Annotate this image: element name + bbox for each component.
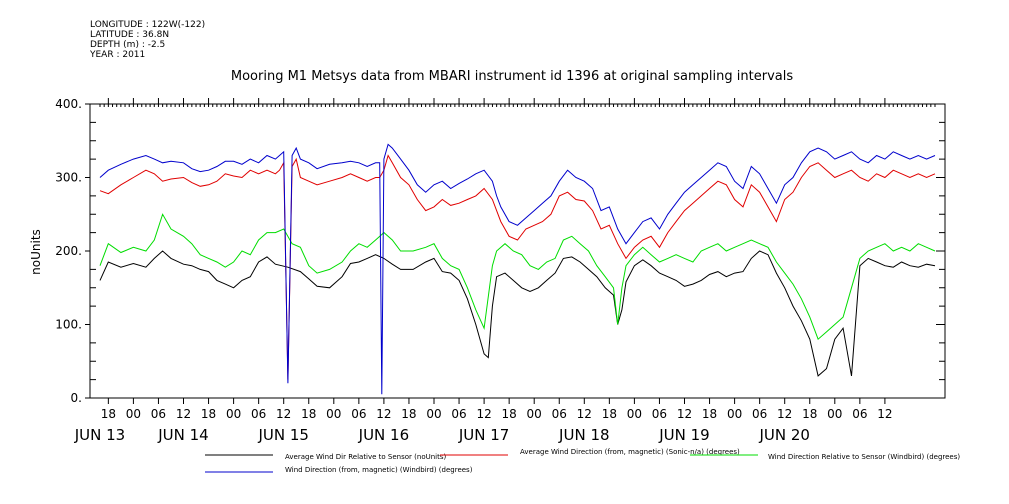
series-line [99, 154, 936, 380]
latitude-text: LATITUDE : 36.8N [90, 30, 170, 40]
x-tick-label: 06 [251, 407, 266, 421]
x-tick-label: 00 [527, 407, 542, 421]
x-tick-label: 06 [652, 407, 667, 421]
y-tick-label: 200. [55, 244, 82, 258]
x-tick-label: 12 [777, 407, 792, 421]
y-tick-label: 400. [55, 97, 82, 111]
x-date-label: JUN 13 [74, 426, 125, 444]
x-tick-label: 06 [852, 407, 867, 421]
legend-label: Wind Direction (from, magnetic) (Windbir… [285, 466, 473, 474]
x-tick-label: 12 [577, 407, 592, 421]
y-tick-label: 100. [55, 318, 82, 332]
metadata-block: LONGITUDE : 122W(-122) LATITUDE : 36.8N … [90, 20, 205, 60]
x-tick-label: 18 [602, 407, 617, 421]
series-layer [99, 143, 936, 395]
x-tick-label: 18 [802, 407, 817, 421]
x-tick-label: 18 [401, 407, 416, 421]
series-line [99, 213, 936, 341]
x-tick-label: 00 [126, 407, 141, 421]
longitude-text: LONGITUDE : 122W(-122) [90, 20, 206, 30]
year-text: YEAR : 2011 [90, 50, 146, 60]
chart-title: Mooring M1 Metsys data from MBARI instru… [231, 69, 793, 84]
series-line [99, 250, 936, 377]
x-tick-label: 12 [677, 407, 692, 421]
x-date-label: JUN 20 [758, 426, 809, 444]
y-axis: 0. 100. 200. 300. 400. [55, 97, 945, 405]
x-tick-label: 06 [552, 407, 567, 421]
x-tick-label: 06 [151, 407, 166, 421]
x-tick-label: 00 [426, 407, 441, 421]
x-tick-label: 12 [476, 407, 491, 421]
x-tick-label: 12 [376, 407, 391, 421]
y-tick-label: 0. [71, 391, 82, 405]
x-tick-label: 06 [351, 407, 366, 421]
x-tick-label: 00 [627, 407, 642, 421]
x-date-label: JUN 16 [358, 426, 409, 444]
x-tick-label: 06 [451, 407, 466, 421]
x-axis: 18 00 06 12 18 00 06 12 18 00 06 12 18 00 06 12 18 00 06 12… [74, 98, 936, 444]
x-tick-label: 00 [827, 407, 842, 421]
x-date-label: JUN 14 [157, 426, 208, 444]
x-tick-label: 12 [877, 407, 892, 421]
y-tick-label: 300. [55, 171, 82, 185]
x-tick-label: 12 [176, 407, 191, 421]
x-date-label: JUN 15 [257, 426, 308, 444]
x-tick-label: 00 [326, 407, 341, 421]
legend: Average Wind Dir Relative to Sensor (noU… [205, 448, 960, 474]
plot-frame [89, 103, 946, 399]
legend-label: Wind Direction Relative to Sensor (Windb… [768, 453, 960, 461]
x-tick-label: 18 [301, 407, 316, 421]
legend-label: Average Wind Direction (from, magnetic) … [520, 448, 740, 456]
x-tick-label: 00 [727, 407, 742, 421]
x-date-label: JUN 17 [458, 426, 509, 444]
x-tick-label: 12 [276, 407, 291, 421]
x-tick-label: 00 [226, 407, 241, 421]
x-tick-label: 06 [752, 407, 767, 421]
depth-text: DEPTH (m) : -2.5 [90, 40, 166, 50]
legend-label: Average Wind Dir Relative to Sensor (noU… [285, 453, 446, 461]
x-date-label: JUN 19 [658, 426, 709, 444]
x-tick-label: 18 [201, 407, 216, 421]
x-tick-label: 18 [502, 407, 517, 421]
y-axis-label: noUnits [29, 229, 43, 275]
x-tick-label: 18 [101, 407, 116, 421]
x-date-label: JUN 18 [558, 426, 609, 444]
series-line [99, 143, 936, 395]
x-tick-label: 18 [702, 407, 717, 421]
